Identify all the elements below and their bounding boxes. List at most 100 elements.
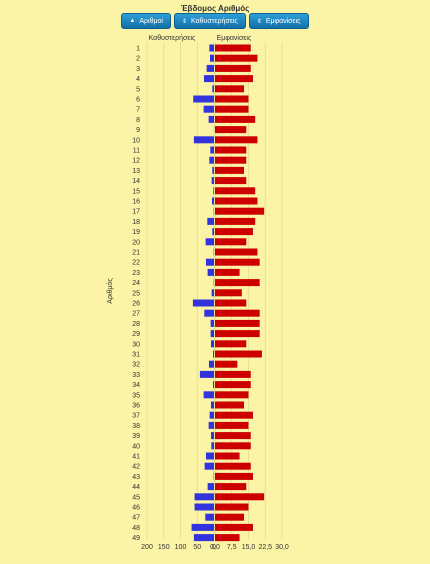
sort-icon: ⇕ xyxy=(256,18,262,25)
appearance-bar xyxy=(215,85,245,93)
x-tick-labels: 200 150 100 50 00,0 7,5 15,0 22,5 30,0 xyxy=(141,544,289,551)
appearance-bar xyxy=(215,452,240,460)
x-tick-label: 22,5 xyxy=(258,544,272,551)
appearance-bar xyxy=(215,309,260,317)
delay-bar xyxy=(207,483,214,491)
appearance-bar xyxy=(215,156,247,164)
appearance-bar xyxy=(215,177,247,185)
category-label: 39 xyxy=(132,433,140,440)
appearance-bar xyxy=(215,187,256,195)
delay-bar xyxy=(194,503,214,511)
appearance-bar xyxy=(215,503,249,511)
x-tick-label: 15,0 xyxy=(242,544,256,551)
category-label: 1 xyxy=(136,46,140,53)
x-tick-label: 7,5 xyxy=(227,544,237,551)
appearance-bar xyxy=(215,472,253,480)
category-label: 10 xyxy=(132,137,140,144)
chart-title: Έβδομος Αριθμός xyxy=(180,4,250,13)
category-label: 45 xyxy=(132,494,140,501)
appearance-bar xyxy=(215,217,256,225)
appearance-bar xyxy=(215,197,258,205)
category-label: 33 xyxy=(132,372,140,379)
category-label: 30 xyxy=(132,341,140,348)
appearance-bar xyxy=(215,166,245,174)
sort-by-delays-label: Καθυστερήσεις xyxy=(191,17,238,25)
x-tick-label: 0 xyxy=(212,544,216,551)
delay-bar xyxy=(209,156,214,164)
appearance-bar xyxy=(215,115,256,123)
appearance-bar xyxy=(215,360,238,368)
category-label: 20 xyxy=(132,239,140,246)
appearance-bar xyxy=(215,126,247,134)
appearance-bar xyxy=(215,146,247,154)
right-panel-title: Εμφανίσεις xyxy=(217,34,252,42)
category-label: 34 xyxy=(132,382,140,389)
delay-bar xyxy=(212,85,214,93)
category-label: 7 xyxy=(136,107,140,114)
delay-bar xyxy=(193,95,214,103)
category-label: 46 xyxy=(132,505,140,512)
x-tick-label: 100 xyxy=(175,544,187,551)
delay-bar xyxy=(209,44,214,52)
appearance-bar xyxy=(215,268,240,276)
category-label: 42 xyxy=(132,464,140,471)
category-label: 9 xyxy=(136,127,140,134)
delay-bar xyxy=(192,299,214,307)
appearance-bar xyxy=(215,513,245,521)
appearance-bar xyxy=(215,54,258,62)
category-label: 13 xyxy=(132,168,140,175)
delay-bar xyxy=(205,238,214,246)
category-label: 11 xyxy=(133,148,140,155)
appearance-bar xyxy=(215,391,249,399)
appearance-bar xyxy=(215,44,251,52)
appearance-bar xyxy=(215,493,265,501)
category-label: 49 xyxy=(132,535,140,542)
sort-by-delays-button[interactable]: ⇕ Καθυστερήσεις xyxy=(173,13,246,29)
category-label: 32 xyxy=(132,362,140,369)
category-label: 16 xyxy=(132,199,140,206)
category-labels: 1234567891011121314151617181920212223242… xyxy=(132,46,140,543)
delay-bar xyxy=(203,391,214,399)
appearance-bar xyxy=(215,462,251,470)
bars xyxy=(191,44,265,542)
appearance-bar xyxy=(215,248,258,256)
category-label: 23 xyxy=(132,270,140,277)
delay-bar xyxy=(194,493,214,501)
category-label: 43 xyxy=(132,474,140,481)
category-label: 5 xyxy=(136,86,140,93)
appearance-bar xyxy=(215,319,260,327)
appearance-bar xyxy=(215,136,258,144)
delay-bar xyxy=(204,462,214,470)
appearance-bar xyxy=(215,258,260,266)
appearance-bar xyxy=(215,289,242,297)
delay-bar xyxy=(213,187,214,195)
category-label: 27 xyxy=(132,311,140,318)
delay-bar xyxy=(211,289,214,297)
x-tick-label: 50 xyxy=(193,544,201,551)
category-label: 19 xyxy=(132,229,140,236)
delay-bar xyxy=(209,54,214,62)
appearance-bar xyxy=(215,411,253,419)
delay-bar xyxy=(203,75,214,83)
sort-by-appearances-button[interactable]: ⇕ Εμφανίσεις xyxy=(248,13,309,29)
y-axis-label: Αριθμός xyxy=(106,278,114,304)
appearance-bar xyxy=(215,340,247,348)
appearance-bar xyxy=(215,330,260,338)
appearance-bar xyxy=(215,238,247,246)
sort-by-number-label: Αριθμοί xyxy=(139,17,163,25)
delay-bar xyxy=(206,64,214,72)
appearance-bar xyxy=(215,207,265,215)
category-label: 35 xyxy=(132,392,140,399)
sort-by-number-button[interactable]: ▲ Αριθμοί xyxy=(121,13,171,29)
appearance-bar xyxy=(215,299,247,307)
category-label: 38 xyxy=(132,423,140,430)
category-label: 14 xyxy=(132,178,140,185)
category-label: 47 xyxy=(132,515,140,522)
delay-bar xyxy=(210,401,214,409)
sort-buttons: ▲ Αριθμοί ⇕ Καθυστερήσεις ⇕ Εμφανίσεις xyxy=(0,13,430,29)
left-panel-title: Καθυστερήσεις xyxy=(149,35,196,42)
delay-bar xyxy=(211,197,214,205)
delay-bar xyxy=(193,136,214,144)
x-tick-label: 0,0 xyxy=(210,544,220,551)
